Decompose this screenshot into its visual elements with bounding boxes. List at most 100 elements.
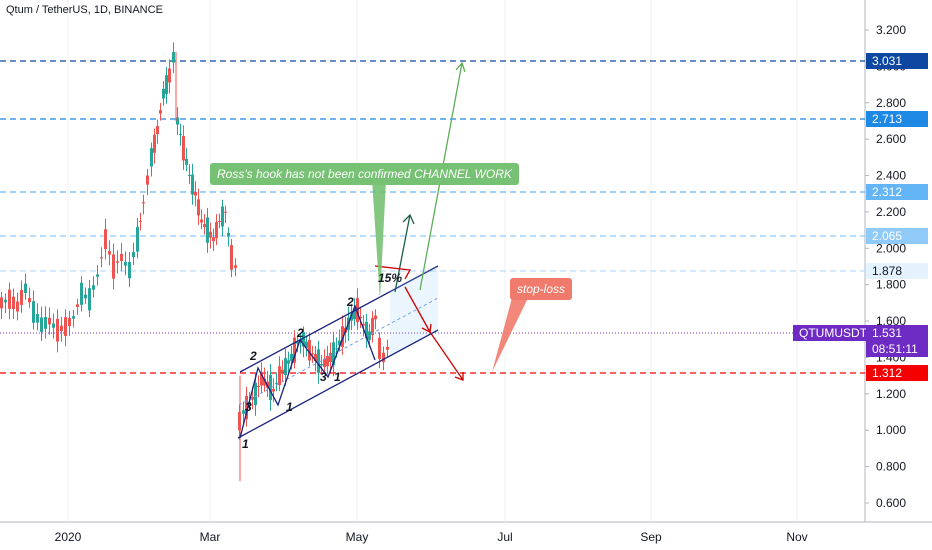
candle-body <box>263 378 266 386</box>
candle-body <box>242 410 245 414</box>
candle-body <box>32 301 35 323</box>
wave-label: 3 <box>320 370 327 384</box>
candle-body <box>287 360 290 364</box>
candle-body <box>251 397 254 400</box>
candle-body <box>100 257 103 259</box>
candle-body <box>52 323 55 328</box>
candle-body <box>356 298 359 323</box>
price-tick-label: 1.600 <box>876 314 906 328</box>
price-tick-label: 3.200 <box>876 23 906 37</box>
candle-body <box>326 355 329 367</box>
candle-body <box>362 323 365 326</box>
wave-label: 2 <box>249 349 257 363</box>
candle-body <box>290 353 293 362</box>
percent-label: 15% <box>378 271 402 285</box>
candle-body <box>153 134 156 153</box>
candle-body <box>254 382 257 406</box>
candle-body <box>350 314 353 321</box>
candle-body <box>272 388 275 392</box>
price-tick-label: 0.800 <box>876 460 906 474</box>
wave-label: 1 <box>286 400 293 414</box>
candle-body <box>56 318 59 342</box>
candle-body <box>112 254 115 279</box>
candle-body <box>0 297 3 309</box>
candle-body <box>386 346 389 350</box>
candle-body <box>68 317 71 326</box>
candle-body <box>124 261 127 266</box>
candle-body <box>382 352 385 363</box>
candle-body <box>12 296 15 310</box>
small-red-arrow <box>374 265 412 280</box>
candle-body <box>146 175 149 185</box>
candle-body <box>314 354 317 361</box>
candle-body <box>8 289 11 309</box>
candle-body <box>200 219 203 223</box>
candle-body <box>136 226 139 252</box>
candle-body <box>179 134 182 136</box>
channel-lower-line[interactable] <box>237 329 439 439</box>
candle-body <box>329 352 332 363</box>
candle-body <box>323 358 326 367</box>
candle-body <box>260 373 263 386</box>
candle-body <box>128 262 131 279</box>
candle-body <box>203 224 206 228</box>
candle-body <box>275 382 278 384</box>
candle-body <box>4 299 7 303</box>
last-price-tag: 1.531 <box>866 325 928 341</box>
channel-upper-line[interactable] <box>239 265 439 373</box>
candle-body <box>215 222 218 239</box>
candle-body <box>302 331 305 347</box>
time-tick-label: Sep <box>640 530 662 544</box>
candle-body <box>104 229 107 250</box>
candle-body <box>245 395 248 420</box>
level-price-tag: 2.065 <box>866 228 928 244</box>
down-arrow-red <box>404 286 431 333</box>
level-price-tag: 2.312 <box>866 184 928 200</box>
arrowhead <box>455 61 466 73</box>
price-tick-label: 1.200 <box>876 387 906 401</box>
candle-body <box>234 265 237 268</box>
candle-body <box>116 261 119 263</box>
candle-body <box>257 386 260 388</box>
candle-body <box>24 283 27 294</box>
horizontal-levels <box>0 60 865 374</box>
candle-body <box>76 304 79 307</box>
time-tick-label: Mar <box>200 530 221 544</box>
candle-body <box>185 158 188 165</box>
stoploss-callout[interactable]: stop-loss <box>510 278 573 300</box>
candle-body <box>218 220 221 222</box>
candle-body <box>176 117 179 125</box>
candle-body <box>188 175 191 177</box>
candle-body <box>281 369 284 373</box>
time-tick-label: 2020 <box>55 530 82 544</box>
stoploss-callout-pointer <box>492 298 528 372</box>
time-tick-label: Nov <box>786 530 807 544</box>
candle-body <box>168 68 171 83</box>
candle-body <box>341 326 344 347</box>
vertical-gridlines <box>67 0 798 522</box>
chart-title: Qtum / TetherUS, 1D, BINANCE <box>6 4 163 16</box>
price-tick-label: 2.400 <box>876 169 906 183</box>
level-price-tag: 1.312 <box>866 365 928 381</box>
candle-body <box>162 88 165 99</box>
candle-body <box>194 191 197 196</box>
candle-body <box>206 217 209 243</box>
candle-body <box>374 315 377 320</box>
candle-body <box>159 110 162 114</box>
candle-body <box>212 237 215 242</box>
channel-mid-line <box>238 297 439 406</box>
candle-body <box>224 211 227 213</box>
candle-body <box>371 318 374 335</box>
candle-body <box>16 301 19 312</box>
candle-body <box>172 52 175 63</box>
candle-body <box>44 317 47 329</box>
time-tick-label: Jul <box>497 530 512 544</box>
candle-body <box>96 274 99 277</box>
wave-label: 1 <box>334 370 341 384</box>
hook-callout[interactable]: Ross's hook has not been confirmed CHANN… <box>210 163 519 185</box>
candle-body <box>80 282 83 305</box>
candle-body <box>36 314 39 323</box>
candle-body <box>191 174 194 195</box>
candle-body <box>308 339 311 361</box>
